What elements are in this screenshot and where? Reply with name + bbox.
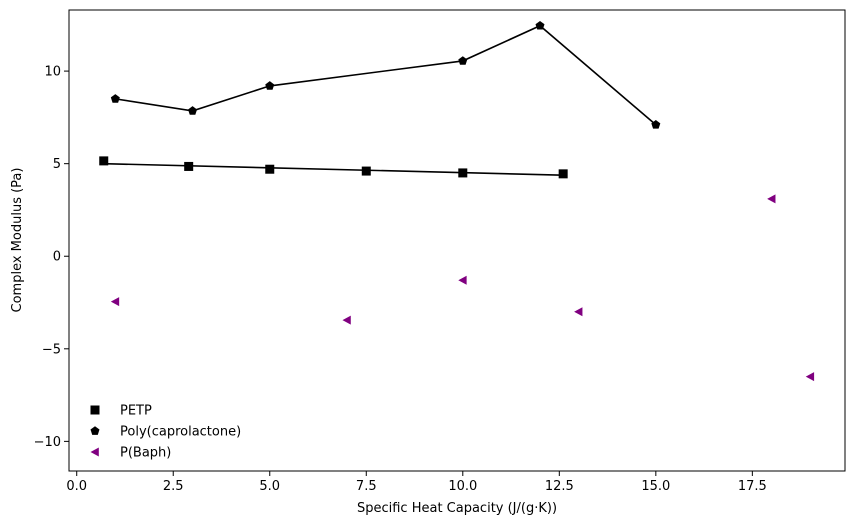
y-axis-label: Complex Modulus (Pa) xyxy=(10,168,25,313)
data-point-3-3 xyxy=(458,275,467,285)
data-point-2-1 xyxy=(110,94,120,103)
x-axis: 0.0 2.5 5.0 7.5 10.0 12.5 15.0 17.5 xyxy=(66,471,767,494)
data-point-3-6 xyxy=(805,372,815,382)
x-tick-label: 10.0 xyxy=(448,479,477,494)
axes-frame xyxy=(68,9,846,472)
data-point-3-2 xyxy=(342,315,351,325)
legend-marker-2 xyxy=(90,426,100,435)
y-tick-label: 10 xyxy=(44,65,61,80)
legend-label-2: Poly(caprolactone) xyxy=(120,425,241,440)
y-tick-label: −5 xyxy=(42,342,61,357)
data-point-1-1 xyxy=(99,156,109,166)
data-point-1-6 xyxy=(558,169,568,179)
series-line-2 xyxy=(115,24,657,126)
plot-content xyxy=(99,21,815,382)
y-tick-label: 0 xyxy=(53,250,61,265)
y-tick-label: 5 xyxy=(53,157,61,172)
x-axis-label: Specific Heat Capacity (J/(g·K)) xyxy=(357,501,557,516)
x-tick-label: 7.5 xyxy=(356,479,377,494)
data-point-1-5 xyxy=(458,168,468,178)
x-tick-label: 2.5 xyxy=(163,479,184,494)
data-point-3-4 xyxy=(574,307,583,317)
x-tick-label: 12.5 xyxy=(545,479,574,494)
data-point-3-5 xyxy=(767,194,776,204)
y-tick-label: −10 xyxy=(34,435,61,450)
data-point-2-2 xyxy=(188,106,198,115)
x-tick-label: 17.5 xyxy=(738,479,767,494)
legend-label-1: PETP xyxy=(120,404,152,419)
data-point-2-6 xyxy=(651,120,661,129)
data-point-2-3 xyxy=(265,81,275,90)
data-point-3-1 xyxy=(110,297,120,307)
legend-marker-3 xyxy=(90,447,99,457)
series-line-1 xyxy=(103,162,564,176)
data-point-2-4 xyxy=(458,56,468,65)
data-point-2-5 xyxy=(535,21,545,30)
y-axis: −10 −5 0 5 10 xyxy=(34,65,69,450)
legend-marker-1 xyxy=(90,405,100,415)
data-point-1-4 xyxy=(361,166,371,176)
x-tick-label: 5.0 xyxy=(259,479,280,494)
legend-label-3: P(Baph) xyxy=(120,446,171,461)
x-tick-label: 0.0 xyxy=(66,479,87,494)
data-point-1-3 xyxy=(265,164,275,174)
data-point-1-2 xyxy=(184,161,194,171)
x-tick-label: 15.0 xyxy=(641,479,670,494)
legend: PETP Poly(caprolactone) P(Baph) xyxy=(90,404,241,461)
